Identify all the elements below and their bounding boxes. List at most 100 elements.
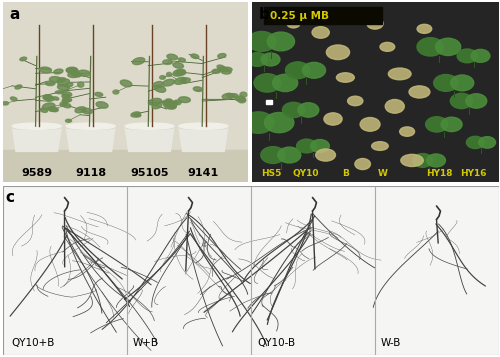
Ellipse shape [254,74,280,92]
Ellipse shape [66,123,115,129]
Ellipse shape [173,62,184,68]
Polygon shape [66,126,115,151]
Text: QY10+B: QY10+B [12,338,55,348]
Ellipse shape [360,117,380,131]
Ellipse shape [20,57,26,61]
Ellipse shape [401,154,423,166]
Ellipse shape [218,67,228,72]
Bar [264,7,382,24]
Ellipse shape [267,32,294,51]
Ellipse shape [243,112,274,133]
Ellipse shape [261,53,280,66]
Ellipse shape [12,123,62,129]
Ellipse shape [66,67,77,72]
Ellipse shape [409,86,430,98]
Ellipse shape [174,100,181,105]
Text: B: B [342,169,349,177]
Text: b: b [259,7,270,22]
Ellipse shape [78,82,84,87]
Ellipse shape [194,87,202,91]
Ellipse shape [82,108,92,114]
Ellipse shape [434,75,458,91]
Ellipse shape [441,117,462,132]
Text: 9118: 9118 [75,169,106,178]
Text: 95105: 95105 [130,169,169,178]
Ellipse shape [478,137,496,148]
Ellipse shape [167,54,177,60]
Ellipse shape [287,19,300,28]
Ellipse shape [78,70,90,76]
Text: QY10: QY10 [292,169,319,177]
Ellipse shape [66,125,115,129]
Ellipse shape [58,79,70,86]
Ellipse shape [153,81,163,87]
Ellipse shape [226,94,234,98]
Ellipse shape [450,93,472,109]
Ellipse shape [71,69,78,73]
Ellipse shape [324,113,342,125]
Ellipse shape [176,70,186,75]
Ellipse shape [62,99,70,102]
Ellipse shape [166,99,172,102]
Ellipse shape [348,96,363,106]
Ellipse shape [471,49,490,62]
Ellipse shape [247,31,276,51]
Polygon shape [179,126,228,151]
Ellipse shape [457,49,477,63]
Ellipse shape [120,80,132,87]
Ellipse shape [296,139,316,153]
Ellipse shape [191,54,199,59]
Ellipse shape [298,103,319,117]
Ellipse shape [56,91,64,94]
Ellipse shape [316,149,336,161]
Ellipse shape [180,78,190,83]
Ellipse shape [426,154,446,167]
Ellipse shape [125,123,174,129]
Ellipse shape [278,147,301,163]
Ellipse shape [134,114,141,117]
Ellipse shape [222,94,234,99]
Bar [266,100,272,104]
Ellipse shape [46,81,55,86]
Ellipse shape [165,102,176,109]
Ellipse shape [113,90,119,94]
Ellipse shape [58,84,70,90]
Bar [2,150,248,182]
Ellipse shape [312,27,330,38]
Ellipse shape [168,101,178,106]
Ellipse shape [326,45,349,60]
Ellipse shape [96,102,108,108]
Ellipse shape [95,92,102,96]
Ellipse shape [125,125,174,129]
Ellipse shape [380,42,394,51]
Text: a: a [10,7,20,22]
Ellipse shape [60,102,66,106]
Ellipse shape [63,97,72,102]
Ellipse shape [10,97,17,101]
Ellipse shape [40,108,48,112]
Ellipse shape [57,78,66,82]
Ellipse shape [466,94,487,108]
Ellipse shape [280,11,297,21]
Ellipse shape [223,67,232,72]
Text: c: c [5,190,14,205]
Ellipse shape [310,140,330,152]
Ellipse shape [282,102,304,117]
Text: W: W [378,169,388,177]
Ellipse shape [53,97,59,100]
Ellipse shape [164,102,176,109]
Ellipse shape [179,125,228,129]
Ellipse shape [234,96,245,101]
Ellipse shape [64,83,73,87]
Ellipse shape [179,123,228,129]
Ellipse shape [412,154,432,167]
Ellipse shape [385,100,404,113]
Ellipse shape [162,79,174,86]
Ellipse shape [240,92,247,97]
Polygon shape [12,126,62,151]
Ellipse shape [162,100,173,105]
Ellipse shape [417,24,432,33]
Text: 9141: 9141 [188,169,219,178]
Ellipse shape [264,112,294,133]
Ellipse shape [174,77,186,84]
